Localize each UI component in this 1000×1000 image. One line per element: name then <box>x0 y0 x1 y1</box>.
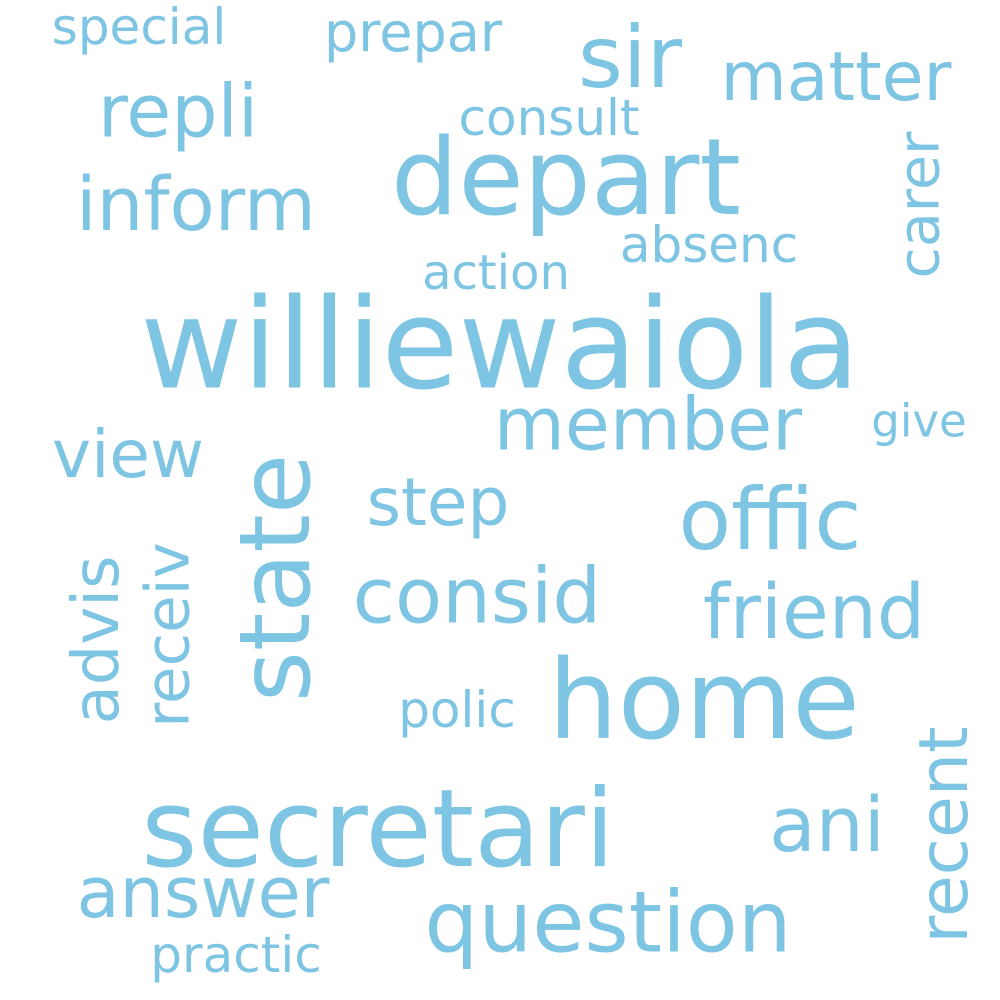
word-special: special <box>51 0 227 56</box>
word-question: question <box>424 873 792 973</box>
word-receiv: receiv <box>132 542 204 728</box>
word-state: state <box>219 453 333 703</box>
word-home: home <box>548 636 860 764</box>
word-member: member <box>493 382 803 468</box>
word-step: step <box>366 464 510 541</box>
word-depart: depart <box>391 116 741 239</box>
word-ani: ani <box>769 780 885 869</box>
word-repli: repli <box>97 69 259 155</box>
word-prepar: prepar <box>323 1 503 64</box>
word-friend: friend <box>702 567 926 656</box>
word-practic: practic <box>150 926 322 984</box>
word-advis: advis <box>60 555 134 725</box>
word-give: give <box>871 394 967 448</box>
word-consult: consult <box>458 89 640 147</box>
word-secretari: secretari <box>141 767 615 892</box>
word-recent: recent <box>905 726 984 944</box>
word-williewaiola: williewaiola <box>140 272 860 418</box>
word-polic: polic <box>398 681 516 739</box>
word-absenc: absenc <box>619 216 799 274</box>
word-action: action <box>422 245 570 301</box>
word-matter: matter <box>720 38 952 117</box>
word-offic: offic <box>678 470 862 570</box>
word-answer: answer <box>76 852 330 934</box>
word-view: view <box>52 416 204 493</box>
word-inform: inform <box>76 162 316 248</box>
word-carer: carer <box>886 131 953 279</box>
word-sir: sir <box>577 8 683 108</box>
word-consid: consid <box>352 552 602 642</box>
